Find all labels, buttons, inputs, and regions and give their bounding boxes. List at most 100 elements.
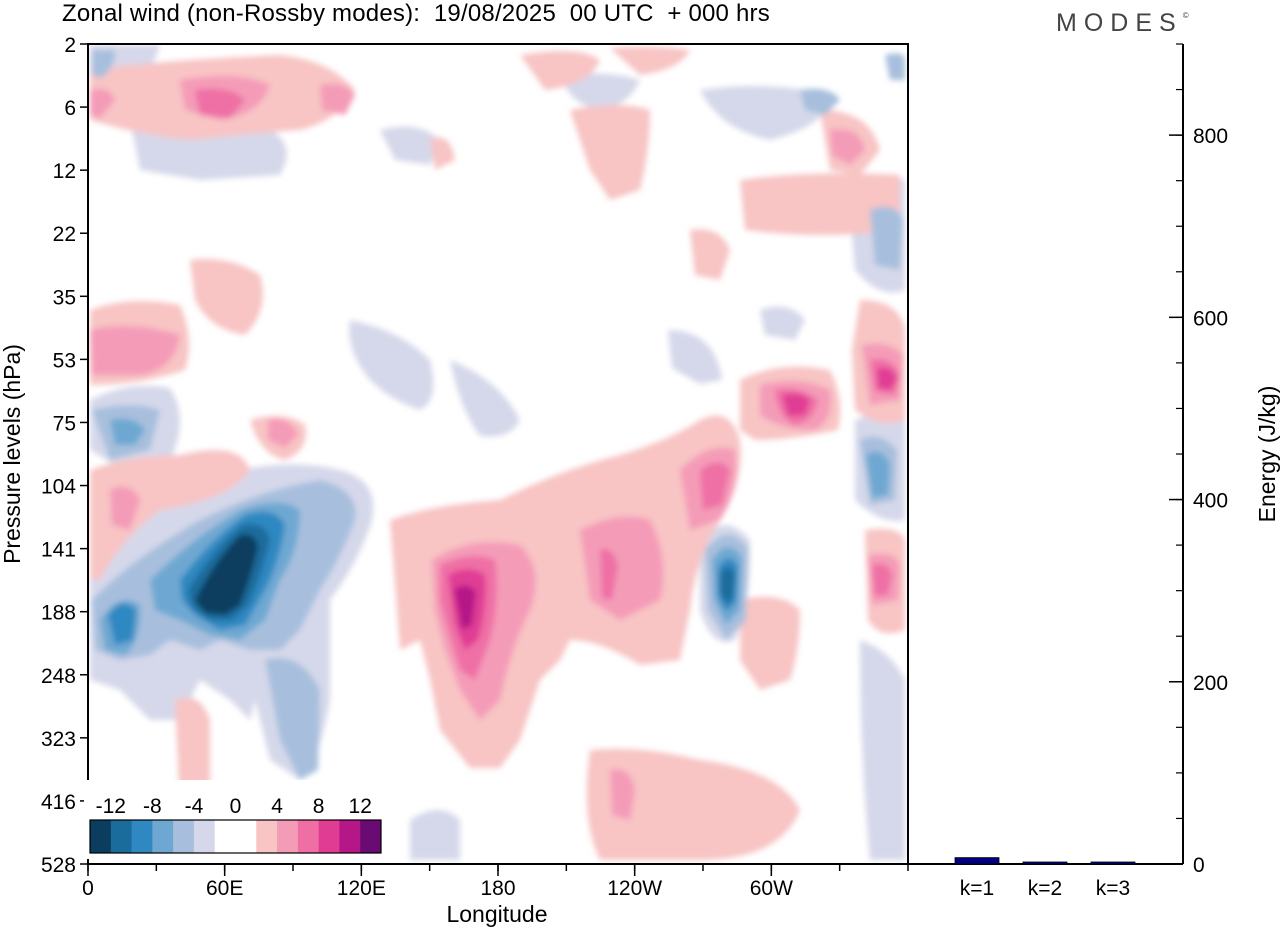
field-region xyxy=(450,360,520,437)
y-tick-label: 12 xyxy=(53,160,76,183)
field-region xyxy=(760,306,805,340)
field-region xyxy=(610,46,690,75)
field-region xyxy=(690,229,730,280)
colorbar-swatch xyxy=(90,820,112,853)
field-region xyxy=(92,50,115,78)
x-tick-label: 120E xyxy=(337,877,386,900)
field-region xyxy=(108,603,136,645)
zonal-wind-field xyxy=(88,44,908,864)
y-tick-label: 248 xyxy=(41,665,76,688)
x-tick-label: 120W xyxy=(607,877,662,900)
x-tick-label: 180 xyxy=(480,877,515,900)
colorbar-swatch xyxy=(277,820,299,853)
colorbar-label: -8 xyxy=(143,795,162,818)
energy-axis-title: Energy (J/kg) xyxy=(1254,386,1280,523)
energy-bar xyxy=(1090,861,1136,865)
field-region xyxy=(740,173,900,235)
y-tick-label: 2 xyxy=(64,34,76,57)
field-region xyxy=(190,259,263,335)
colorbar-swatch xyxy=(256,820,278,853)
field-region xyxy=(268,419,298,448)
longitude-axis: 0 60E 120E 180 120W 60W xyxy=(82,864,909,900)
field-region xyxy=(668,330,722,384)
y-tick-label: 104 xyxy=(41,476,76,499)
energy-tick-label: 600 xyxy=(1193,307,1228,330)
field-region xyxy=(110,418,145,445)
field-region xyxy=(90,326,180,375)
colorbar-swatch xyxy=(214,820,236,853)
field-region xyxy=(430,137,455,170)
y-tick-label: 528 xyxy=(41,854,76,877)
field-region xyxy=(520,51,600,90)
colorbar-swatch xyxy=(318,820,340,853)
energy-bar xyxy=(1022,861,1068,865)
field-region xyxy=(195,534,258,615)
chart-title: Zonal wind (non-Rossby modes): 19/08/202… xyxy=(62,0,770,27)
field-region xyxy=(700,86,830,140)
colorbar-swatch xyxy=(152,820,174,853)
colorbar-label: 8 xyxy=(313,795,325,818)
field-region xyxy=(110,486,140,530)
field-region xyxy=(580,516,664,620)
field-region xyxy=(454,585,476,630)
field-region xyxy=(610,769,635,820)
y-tick-label: 22 xyxy=(53,223,76,246)
colorbar-swatch xyxy=(131,820,153,853)
pressure-axis: 2 6 12 22 35 53 75 104 141 188 248 323 416 528 xyxy=(41,34,88,877)
field-region xyxy=(380,126,440,165)
x-tick-label: 0 xyxy=(82,877,94,900)
y-tick-label: 323 xyxy=(41,728,76,751)
field-region xyxy=(877,367,897,390)
field-region xyxy=(560,73,640,110)
colorbar-swatch xyxy=(339,820,361,853)
x-tick-label: 60E xyxy=(206,877,243,900)
colorbar-swatch xyxy=(173,820,195,853)
colorbar-label: -4 xyxy=(185,795,204,818)
colorbar: -12 -8 -4 0 4 8 12 xyxy=(84,780,387,859)
field-region xyxy=(860,640,905,860)
energy-tick-label: 0 xyxy=(1193,854,1205,877)
y-tick-label: 75 xyxy=(53,412,76,435)
colorbar-swatch xyxy=(193,820,216,853)
x-axis-title: Longitude xyxy=(446,901,547,927)
x-tick-label: 60W xyxy=(750,877,793,900)
field-region xyxy=(265,658,320,780)
field-region xyxy=(740,596,800,690)
bar-category-label: k=3 xyxy=(1096,877,1130,900)
colorbar-swatch xyxy=(360,820,382,853)
bar-category-label: k=2 xyxy=(1028,877,1062,900)
energy-axis: 0 200 400 600 800 xyxy=(1169,43,1228,877)
field-region xyxy=(830,129,865,165)
colorbar-label: 12 xyxy=(349,795,372,818)
y-tick-label: 141 xyxy=(41,539,76,562)
colorbar-frame xyxy=(89,819,382,854)
energy-bars: k=1 k=2 k=3 xyxy=(954,857,1136,900)
energy-tick-label: 400 xyxy=(1193,490,1228,513)
field-region xyxy=(600,549,618,600)
field-region xyxy=(782,393,810,416)
field-region xyxy=(720,567,735,604)
colorbar-label: -12 xyxy=(96,795,126,818)
y-tick-label: 35 xyxy=(53,286,76,309)
y-tick-label: 53 xyxy=(53,349,76,372)
colorbar-label: 0 xyxy=(230,795,242,818)
field-region xyxy=(872,563,892,596)
field-region xyxy=(866,451,890,498)
y-axis-title: Pressure levels (hPa) xyxy=(0,344,25,564)
field-region xyxy=(586,748,800,860)
field-region xyxy=(410,810,460,860)
energy-tick-label: 200 xyxy=(1193,672,1228,695)
field-region xyxy=(700,462,730,510)
y-tick-label: 6 xyxy=(64,97,76,120)
energy-bar xyxy=(954,857,1000,865)
field-region xyxy=(885,53,905,80)
brand-logo-mark: © xyxy=(1182,11,1189,20)
brand-logo: MODES© xyxy=(1056,9,1189,38)
field-region xyxy=(349,320,434,410)
field-region xyxy=(800,88,840,115)
colorbar-swatch xyxy=(235,820,257,853)
colorbar-swatch xyxy=(297,820,320,853)
field-region xyxy=(90,450,250,580)
field-region xyxy=(870,206,903,270)
colorbar-label: 4 xyxy=(271,795,283,818)
